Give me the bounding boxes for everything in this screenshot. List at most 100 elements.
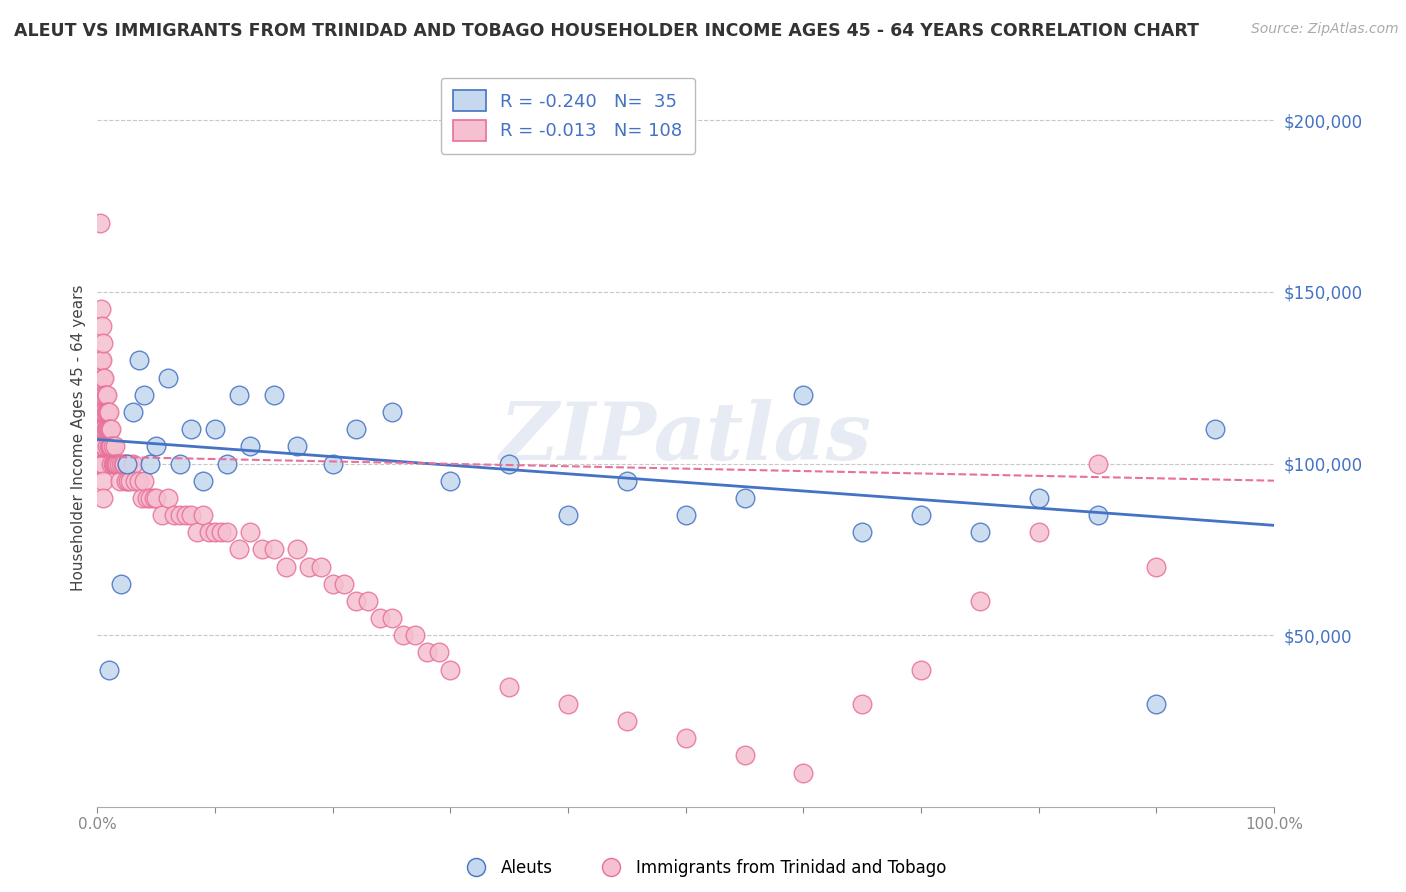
- Point: [96, 405, 118, 419]
- Point: [204, 422, 226, 436]
- Point: [169, 457, 191, 471]
- Point: [105, 457, 128, 471]
- Point: [309, 559, 332, 574]
- Point: [851, 697, 873, 711]
- Point: [193, 508, 215, 522]
- Point: [322, 576, 344, 591]
- Point: [103, 457, 125, 471]
- Point: [96, 439, 118, 453]
- Point: [98, 439, 121, 453]
- Point: [93, 388, 115, 402]
- Point: [557, 697, 579, 711]
- Legend: R = -0.240   N=  35, R = -0.013   N= 108: R = -0.240 N= 35, R = -0.013 N= 108: [441, 78, 695, 153]
- Point: [1028, 491, 1050, 505]
- Point: [910, 663, 932, 677]
- Point: [128, 474, 150, 488]
- Point: [193, 474, 215, 488]
- Point: [1028, 525, 1050, 540]
- Point: [139, 457, 162, 471]
- Point: [100, 439, 122, 453]
- Point: [105, 457, 128, 471]
- Point: [112, 457, 135, 471]
- Point: [263, 388, 285, 402]
- Point: [112, 457, 135, 471]
- Point: [93, 370, 115, 384]
- Point: [110, 576, 132, 591]
- Y-axis label: Householder Income Ages 45 - 64 years: Householder Income Ages 45 - 64 years: [72, 285, 86, 591]
- Point: [91, 319, 114, 334]
- Point: [792, 765, 814, 780]
- Point: [114, 474, 136, 488]
- Point: [110, 457, 132, 471]
- Point: [91, 405, 114, 419]
- Point: [557, 508, 579, 522]
- Point: [91, 474, 114, 488]
- Point: [145, 491, 167, 505]
- Point: [115, 457, 138, 471]
- Point: [498, 680, 520, 694]
- Point: [120, 474, 142, 488]
- Point: [174, 508, 197, 522]
- Point: [392, 628, 415, 642]
- Point: [94, 422, 117, 436]
- Point: [228, 542, 250, 557]
- Point: [180, 508, 202, 522]
- Point: [851, 525, 873, 540]
- Point: [101, 439, 124, 453]
- Point: [134, 474, 156, 488]
- Point: [215, 457, 238, 471]
- Point: [344, 422, 367, 436]
- Point: [91, 457, 114, 471]
- Point: [100, 422, 122, 436]
- Point: [675, 731, 697, 746]
- Point: [124, 474, 146, 488]
- Point: [439, 474, 461, 488]
- Point: [94, 405, 117, 419]
- Point: [163, 508, 186, 522]
- Point: [357, 594, 380, 608]
- Point: [98, 439, 121, 453]
- Point: [90, 353, 112, 368]
- Point: [1204, 422, 1226, 436]
- Legend: Aleuts, Immigrants from Trinidad and Tobago: Aleuts, Immigrants from Trinidad and Tob…: [453, 853, 953, 884]
- Point: [89, 457, 111, 471]
- Point: [135, 491, 157, 505]
- Point: [93, 422, 115, 436]
- Point: [675, 508, 697, 522]
- Point: [104, 439, 127, 453]
- Point: [333, 576, 356, 591]
- Point: [380, 611, 402, 625]
- Point: [322, 457, 344, 471]
- Point: [91, 491, 114, 505]
- Point: [156, 491, 179, 505]
- Point: [498, 457, 520, 471]
- Point: [98, 422, 121, 436]
- Point: [287, 542, 309, 557]
- Point: [156, 370, 179, 384]
- Point: [139, 491, 162, 505]
- Point: [121, 457, 143, 471]
- Point: [380, 405, 402, 419]
- Point: [91, 422, 114, 436]
- Point: [204, 525, 226, 540]
- Point: [90, 301, 112, 316]
- Point: [121, 405, 143, 419]
- Point: [117, 474, 139, 488]
- Point: [263, 542, 285, 557]
- Point: [1087, 508, 1109, 522]
- Point: [97, 422, 120, 436]
- Point: [215, 525, 238, 540]
- Point: [96, 388, 118, 402]
- Point: [91, 370, 114, 384]
- Point: [1087, 457, 1109, 471]
- Point: [616, 714, 638, 728]
- Point: [97, 405, 120, 419]
- Point: [274, 559, 297, 574]
- Point: [368, 611, 391, 625]
- Point: [298, 559, 321, 574]
- Point: [910, 508, 932, 522]
- Point: [107, 457, 129, 471]
- Point: [104, 457, 127, 471]
- Point: [93, 439, 115, 453]
- Point: [128, 353, 150, 368]
